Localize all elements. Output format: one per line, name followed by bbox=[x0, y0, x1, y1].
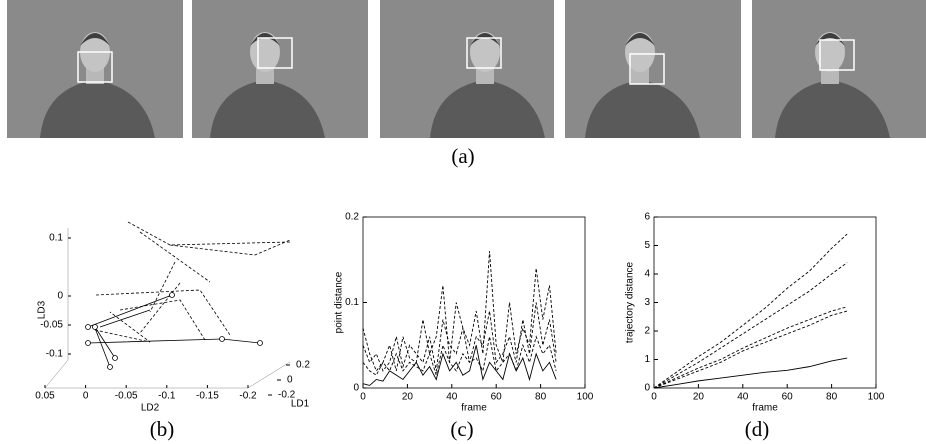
series-line bbox=[362, 335, 557, 377]
series-line bbox=[362, 251, 557, 372]
y-tick-label: 0 bbox=[644, 383, 650, 394]
tick-label: 0 bbox=[83, 391, 89, 402]
x-tick-label: 80 bbox=[535, 392, 547, 403]
x-tick-label: 20 bbox=[402, 392, 414, 403]
series-line bbox=[653, 310, 848, 389]
photo bbox=[7, 0, 183, 138]
plot-area bbox=[362, 216, 586, 389]
series-line bbox=[653, 357, 848, 389]
tick-label: -0.2 bbox=[239, 391, 257, 402]
axis-label: LD2 bbox=[141, 403, 160, 414]
y-tick-label: 0.2 bbox=[345, 212, 359, 223]
x-tick-label: 40 bbox=[446, 392, 458, 403]
x-axis-label: frame bbox=[752, 403, 778, 414]
shirt bbox=[430, 80, 545, 138]
x-tick-label: 100 bbox=[577, 392, 594, 403]
y-axis-label: trajectory distance bbox=[625, 261, 636, 343]
photo bbox=[192, 0, 368, 138]
tick-label: 0.05 bbox=[35, 391, 55, 402]
x-tick-label: 40 bbox=[737, 392, 749, 403]
shirt bbox=[40, 80, 155, 138]
axis-label: LD3 bbox=[37, 300, 48, 319]
x-tick-label: 0 bbox=[360, 392, 366, 403]
tick-label: -0.1 bbox=[158, 391, 176, 402]
tick-label: -0.05 bbox=[40, 320, 63, 331]
series-line bbox=[653, 262, 848, 389]
tick-label: 0 bbox=[287, 375, 293, 386]
y-tick-label: 3 bbox=[644, 297, 650, 308]
tick-label: 0.1 bbox=[49, 233, 63, 244]
caption: (b) bbox=[150, 417, 175, 441]
caption: (a) bbox=[451, 144, 474, 168]
hair bbox=[250, 33, 280, 46]
x-tick-label: 80 bbox=[826, 392, 838, 403]
photo bbox=[380, 0, 554, 138]
x-tick-label: 100 bbox=[868, 392, 885, 403]
tick-label: 0.2 bbox=[296, 360, 310, 371]
series-line bbox=[653, 306, 848, 389]
y-axis-label: point distance bbox=[334, 271, 345, 333]
face-box bbox=[819, 39, 855, 71]
y-tick-label: 1 bbox=[644, 354, 650, 365]
plot-3d bbox=[44, 221, 291, 389]
y-tick-label: 0.1 bbox=[345, 297, 359, 308]
face-box bbox=[77, 51, 113, 83]
face-box bbox=[466, 37, 502, 69]
shirt bbox=[585, 80, 700, 138]
tick-label: -0.05 bbox=[115, 391, 138, 402]
shirt bbox=[210, 80, 325, 138]
photo bbox=[752, 0, 926, 138]
hair bbox=[80, 33, 110, 46]
photo bbox=[565, 0, 741, 138]
axis-label: LD1 bbox=[291, 399, 310, 410]
head bbox=[625, 32, 655, 72]
hair bbox=[625, 33, 655, 46]
series-line bbox=[653, 233, 848, 389]
plot-area bbox=[653, 216, 877, 389]
x-tick-label: 20 bbox=[693, 392, 705, 403]
series-line bbox=[362, 345, 557, 386]
hair bbox=[470, 33, 500, 46]
x-axis-label: frame bbox=[461, 403, 487, 414]
x-tick-label: 60 bbox=[782, 392, 794, 403]
y-tick-label: 5 bbox=[644, 240, 650, 251]
x-tick-label: 0 bbox=[651, 392, 657, 403]
x-tick-label: 60 bbox=[491, 392, 503, 403]
caption: (d) bbox=[745, 417, 770, 441]
hair bbox=[815, 33, 845, 46]
head bbox=[815, 32, 845, 72]
y-tick-label: 4 bbox=[644, 269, 650, 280]
caption: (c) bbox=[450, 417, 473, 441]
face-box bbox=[257, 37, 293, 69]
tick-label: -0.2 bbox=[278, 390, 296, 401]
tick-label: 0 bbox=[57, 291, 63, 302]
y-tick-label: 2 bbox=[644, 326, 650, 337]
y-tick-label: 6 bbox=[644, 212, 650, 223]
face-box bbox=[629, 53, 665, 85]
series-line bbox=[362, 302, 557, 372]
y-tick-label: 0 bbox=[353, 383, 359, 394]
shirt bbox=[775, 80, 890, 138]
head bbox=[470, 32, 500, 72]
tick-label: -0.15 bbox=[196, 391, 219, 402]
tick-label: -0.1 bbox=[46, 349, 64, 360]
